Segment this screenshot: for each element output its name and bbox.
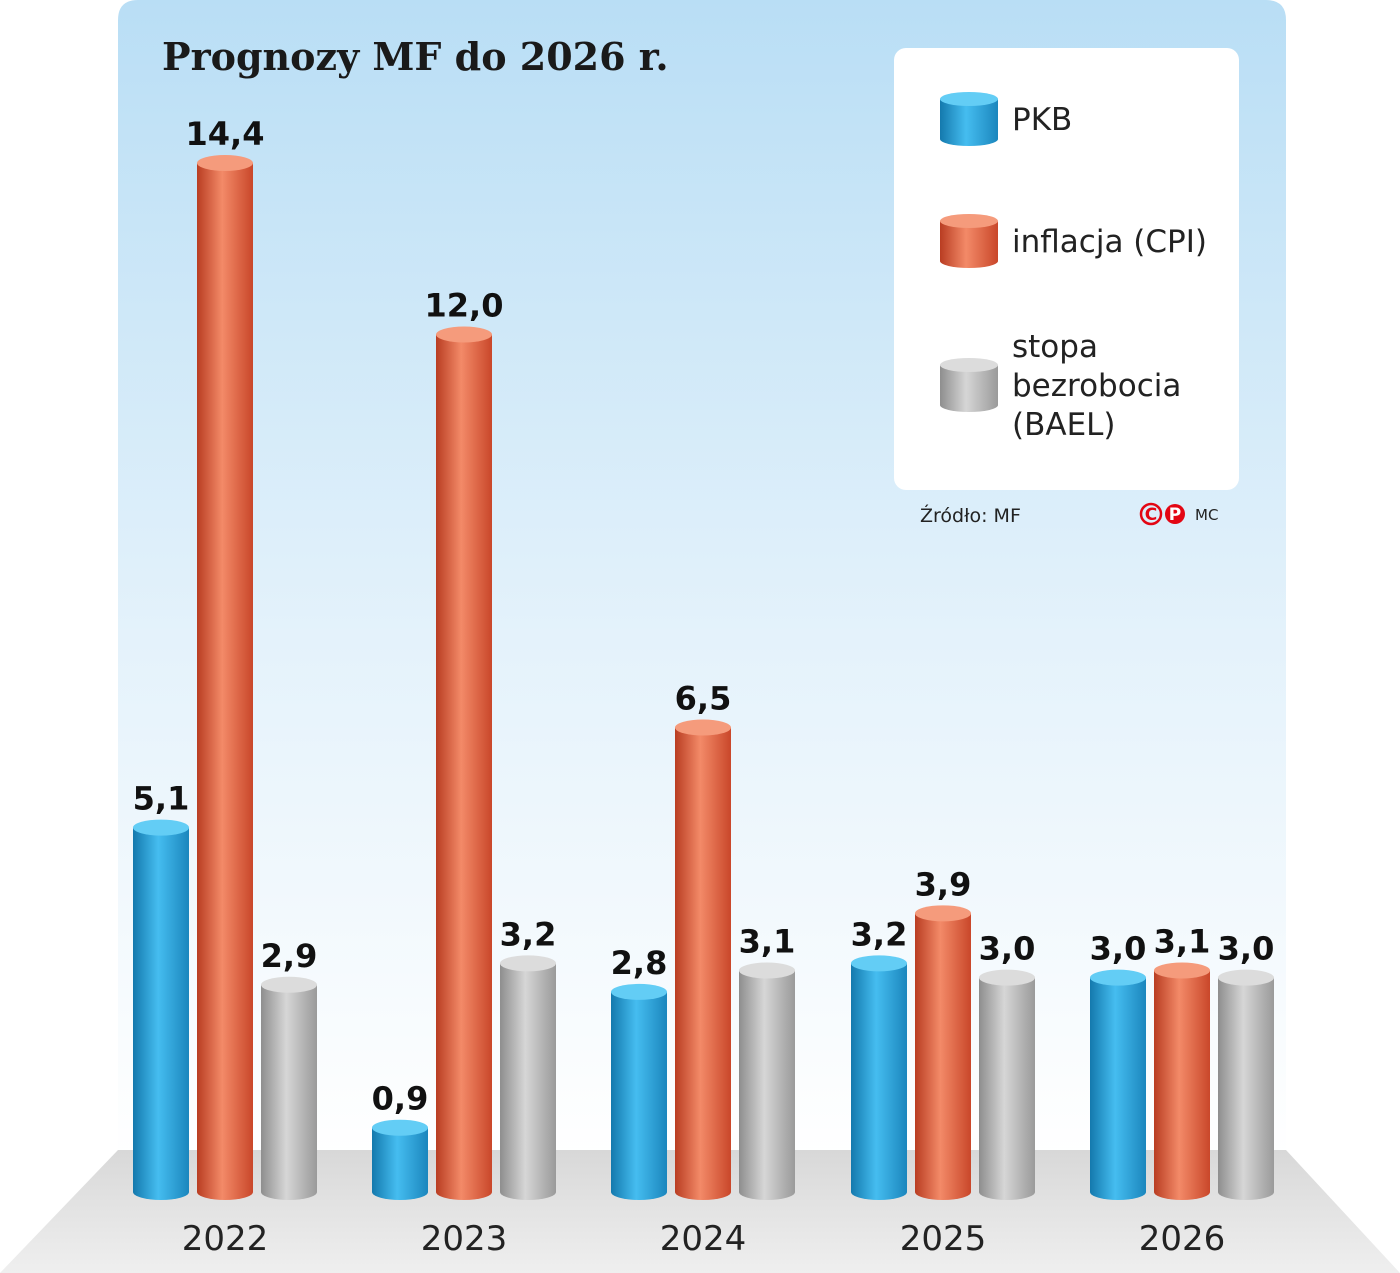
bar-pkb-2025 [851, 955, 907, 1200]
legend-label-bael: stopa bezrobocia (BAEL) [1012, 329, 1181, 443]
floor [0, 1150, 1400, 1273]
publisher-logo: C P [1139, 502, 1185, 526]
logo-p-circle [1165, 504, 1185, 524]
chart-title: Prognozy MF do 2026 r. [162, 34, 669, 79]
logo-c-circle [1139, 502, 1163, 526]
value-label-bael-2024: 3,1 [739, 922, 796, 960]
author-initials: MC [1195, 506, 1218, 524]
category-labels: 2022 2023 2024 2025 2026 [182, 1219, 1226, 1259]
bar-cpi-2023 [436, 326, 492, 1200]
value-label-bael-2025: 3,0 [979, 930, 1036, 968]
bar-bael-2023 [500, 955, 556, 1200]
bar-bael-2026 [1218, 969, 1274, 1200]
bar-bael-2025 [979, 969, 1035, 1200]
source-note: Źródło: MF [920, 504, 1021, 527]
legend-label-pkb: PKB [1012, 102, 1072, 138]
bar-pkb-2024 [611, 983, 667, 1200]
legend-swatch-cpi [940, 214, 998, 268]
category-label-2022: 2022 [182, 1219, 269, 1259]
bar-bael-2024 [739, 962, 795, 1200]
value-label-pkb-2024: 2,8 [611, 944, 668, 982]
value-label-bael-2026: 3,0 [1218, 930, 1275, 968]
bar-cpi-2025 [915, 905, 971, 1200]
bar-pkb-2026 [1090, 969, 1146, 1200]
category-label-2023: 2023 [421, 1219, 508, 1259]
category-label-2024: 2024 [660, 1219, 747, 1259]
value-label-cpi-2023: 12,0 [425, 287, 504, 325]
value-label-cpi-2026: 3,1 [1154, 922, 1211, 960]
legend: PKB inflacja (CPI) stopa bezrobocia (BAEL) [940, 92, 1207, 443]
logo-p-letter: P [1169, 505, 1181, 525]
legend-label-cpi: inflacja (CPI) [1012, 224, 1207, 260]
value-label-bael-2023: 3,2 [500, 915, 557, 953]
logo-c-letter: C [1145, 505, 1157, 525]
bar-bael-2022 [261, 976, 317, 1200]
value-label-pkb-2022: 5,1 [133, 780, 190, 818]
value-label-pkb-2025: 3,2 [851, 915, 908, 953]
category-label-2025: 2025 [900, 1219, 987, 1259]
value-label-pkb-2023: 0,9 [372, 1080, 429, 1118]
value-label-pkb-2026: 3,0 [1090, 930, 1147, 968]
bar-pkb-2023 [372, 1119, 428, 1200]
bar-cpi-2022 [197, 155, 253, 1200]
legend-swatch-pkb [940, 92, 998, 146]
value-label-cpi-2025: 3,9 [915, 865, 972, 903]
legend-swatch-bael [940, 358, 998, 412]
bars: 5,114,42,90,912,03,22,86,53,1 3,23,93,0 3,… [133, 115, 1275, 1200]
value-label-cpi-2024: 6,5 [675, 680, 732, 718]
category-label-2026: 2026 [1139, 1219, 1226, 1259]
bar-pkb-2022 [133, 819, 189, 1200]
value-label-cpi-2022: 14,4 [186, 115, 265, 153]
value-label-bael-2022: 2,9 [261, 937, 318, 975]
bar-cpi-2026 [1154, 962, 1210, 1200]
bar-cpi-2024 [675, 719, 731, 1200]
